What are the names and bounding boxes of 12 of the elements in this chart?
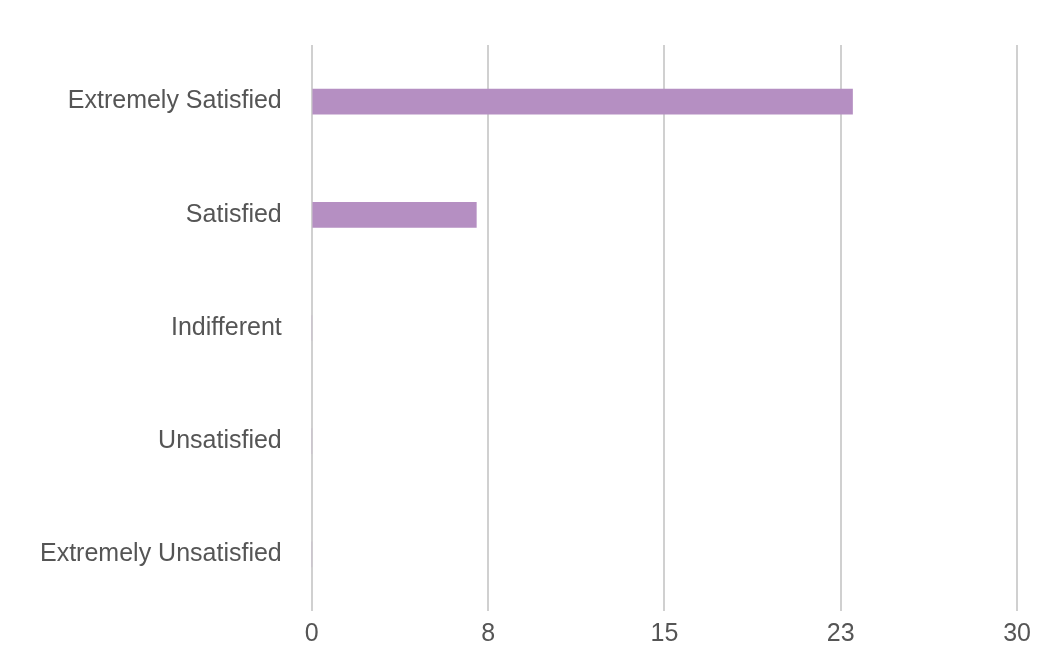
bar <box>312 201 477 228</box>
x-tick-label: 8 <box>481 617 496 646</box>
x-tick-label: 23 <box>826 617 855 646</box>
x-tick-label: 30 <box>1003 617 1031 646</box>
bar <box>312 88 853 115</box>
x-tick-label: 0 <box>304 617 319 646</box>
y-tick-label: Unsatisfied <box>158 425 282 454</box>
y-tick-label: Extremely Satisfied <box>67 85 282 114</box>
y-tick-label: Satisfied <box>185 198 282 227</box>
y-tick-label: Indifferent <box>171 311 282 340</box>
y-tick-label: Extremely Unsatisfied <box>40 538 282 567</box>
x-tick-label: 15 <box>650 617 679 646</box>
